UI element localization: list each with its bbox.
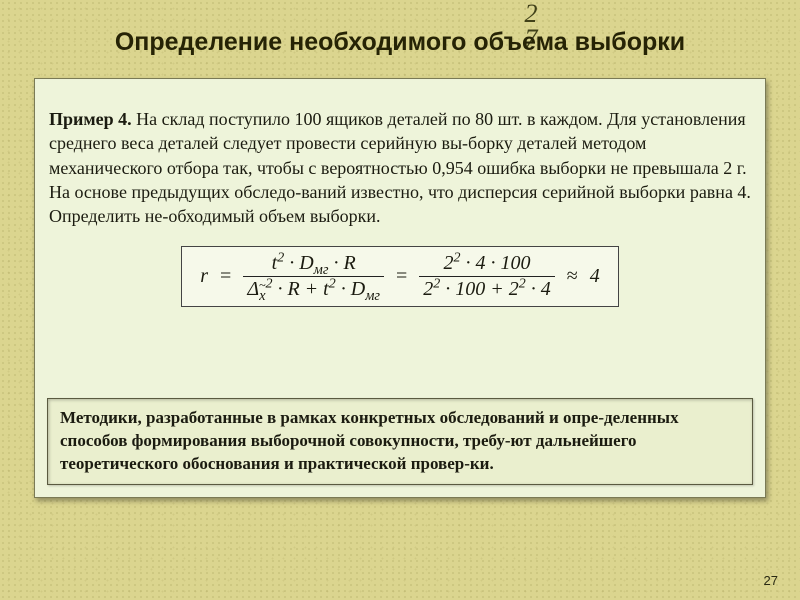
slide-title: Определение необходимого объема выборки (0, 28, 800, 57)
formula-frac2: 22 · 4 · 100 22 · 100 + 22 · 4 (419, 253, 555, 300)
formula-frac1: t2 · Dмг · R Δx2 · R + t2 · Dмг (243, 253, 384, 300)
formula-lhs: r (200, 265, 208, 288)
corner-number-top: 2 (522, 2, 540, 27)
content-panel: Пример 4. На склад поступило 100 ящиков … (34, 78, 766, 498)
formula-result: 4 (590, 265, 600, 288)
formula: r = t2 · Dмг · R Δx2 · R + t2 · Dмг = 22… (200, 253, 600, 300)
approx-sign: ≈ (567, 265, 578, 288)
formula-wrap: r = t2 · Dмг · R Δx2 · R + t2 · Dмг = 22… (49, 246, 751, 307)
frac2-den: 22 · 100 + 22 · 4 (419, 276, 555, 300)
problem-label: Пример 4. (49, 109, 132, 129)
frac1-num: t2 · Dмг · R (268, 253, 360, 276)
note-panel: Методики, разработанные в рамках конкрет… (47, 398, 753, 485)
frac1-den: Δx2 · R + t2 · Dмг (243, 276, 384, 300)
note-text: Методики, разработанные в рамках конкрет… (60, 407, 740, 476)
problem-paragraph: Пример 4. На склад поступило 100 ящиков … (49, 107, 751, 228)
equals-sign-2: = (396, 265, 407, 288)
page-number: 27 (764, 573, 778, 588)
problem-text: На склад поступило 100 ящиков деталей по… (49, 109, 751, 226)
frac2-num: 22 · 4 · 100 (440, 253, 535, 276)
equals-sign: = (220, 265, 231, 288)
slide: 2 7 Определение необходимого объема выбо… (0, 0, 800, 600)
formula-box: r = t2 · Dмг · R Δx2 · R + t2 · Dмг = 22… (181, 246, 619, 307)
